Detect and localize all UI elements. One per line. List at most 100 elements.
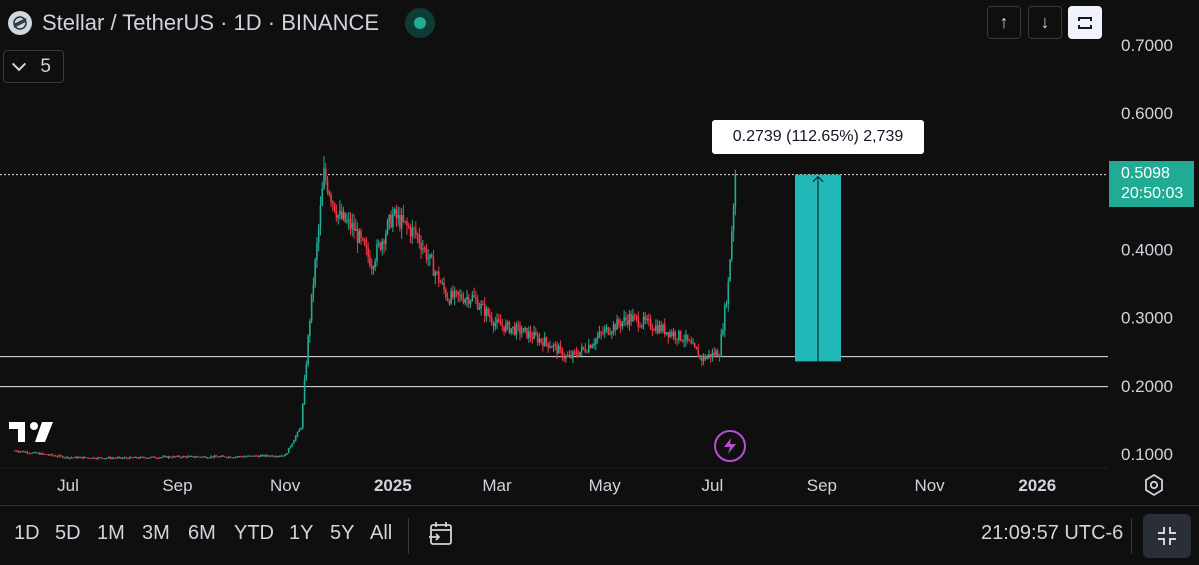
- candle-body: [561, 348, 564, 358]
- candle-body: [550, 346, 553, 348]
- chart-header: Stellar / TetherUS · 1D · BINANCE: [8, 8, 436, 38]
- market-status-icon[interactable]: [405, 8, 436, 38]
- candle-body: [347, 219, 350, 221]
- candle-body: [166, 456, 168, 458]
- candle-body: [328, 191, 331, 195]
- candle-body: [681, 340, 684, 342]
- candle-body: [598, 332, 601, 337]
- candle-body: [566, 355, 569, 357]
- time-tick-label: Nov: [914, 476, 945, 495]
- candle-body: [181, 456, 184, 458]
- candle-body: [393, 209, 396, 214]
- candle-body: [520, 332, 523, 334]
- chart-area[interactable]: 0.7000 0.6000 0.4000 0.3000 0.2000 0.1000 Jul S…: [0, 0, 1199, 505]
- exit-fullscreen-button[interactable]: [1143, 514, 1191, 558]
- candle-body: [429, 254, 431, 258]
- range-all-button[interactable]: All: [370, 522, 393, 544]
- candle-body: [268, 455, 271, 457]
- candle-body: [151, 456, 154, 458]
- event-lightning-icon[interactable]: [714, 430, 746, 462]
- range-5y-button[interactable]: 5Y: [330, 522, 355, 544]
- candle-body: [91, 457, 94, 459]
- candle-body: [683, 340, 685, 342]
- candle-body: [723, 305, 726, 331]
- timezone-clock[interactable]: 21:09:57 UTC-6: [981, 522, 1124, 544]
- price-tick-label: 0.6000: [1121, 104, 1173, 123]
- candle-body: [354, 228, 357, 231]
- candle-body: [284, 454, 286, 457]
- candle-body: [699, 355, 701, 358]
- candle-body: [157, 457, 159, 459]
- arrow-down-icon: ↓: [1040, 12, 1050, 32]
- candle-body: [118, 457, 120, 459]
- candle-body: [180, 457, 182, 459]
- range-1m-button[interactable]: 1M: [97, 522, 125, 544]
- candle-body: [460, 294, 463, 300]
- range-5d-button[interactable]: 5D: [55, 522, 81, 544]
- tradingview-logo-icon[interactable]: [9, 420, 55, 449]
- candle-body: [425, 248, 428, 260]
- candle-body: [93, 457, 96, 459]
- candle-body: [249, 455, 251, 457]
- range-6m-button[interactable]: 6M: [188, 522, 216, 544]
- candle-body: [446, 297, 449, 301]
- candle-body: [575, 351, 578, 355]
- candle-body: [568, 354, 571, 357]
- candle-body: [635, 315, 638, 318]
- candle-body: [363, 239, 366, 245]
- candle-body: [388, 214, 391, 221]
- candle-body: [377, 242, 380, 245]
- candle-body: [676, 338, 678, 340]
- range-1d-button[interactable]: 1D: [14, 522, 40, 544]
- range-3m-button[interactable]: 3M: [142, 522, 170, 544]
- range-1y-button[interactable]: 1Y: [289, 522, 314, 544]
- candle-body: [358, 231, 361, 243]
- candle-body: [150, 456, 152, 458]
- candle-body: [370, 266, 373, 269]
- scroll-up-button[interactable]: ↑: [987, 6, 1021, 39]
- scroll-down-button[interactable]: ↓: [1028, 6, 1062, 39]
- candle-body: [505, 323, 507, 332]
- candle-body: [487, 308, 489, 316]
- time-tick-label: May: [589, 476, 622, 495]
- time-tick-label: Jul: [57, 476, 79, 495]
- candle-body: [662, 324, 664, 332]
- candle-body: [605, 327, 608, 329]
- candle-body: [467, 297, 470, 304]
- candle-body: [462, 299, 465, 303]
- candle-body: [273, 456, 276, 458]
- symbol-title[interactable]: Stellar / TetherUS · 1D · BINANCE: [42, 10, 380, 35]
- chart-mode-button[interactable]: [1068, 6, 1102, 39]
- candle-body: [316, 242, 318, 260]
- candle-body: [640, 325, 643, 327]
- go-to-date-icon[interactable]: [427, 520, 455, 548]
- candle-body: [323, 168, 325, 189]
- candle-body: [646, 318, 648, 321]
- candle-body: [351, 223, 354, 229]
- candle-body: [483, 304, 486, 316]
- candle-body: [286, 453, 288, 455]
- candle-body: [220, 455, 223, 457]
- candle-body: [609, 333, 611, 335]
- candle-body: [392, 213, 394, 228]
- candle-body: [208, 457, 211, 459]
- candle-body: [441, 282, 444, 284]
- candle-body: [395, 209, 398, 219]
- candle-body: [176, 455, 179, 457]
- candle-body: [263, 455, 265, 457]
- candle-body: [106, 458, 108, 460]
- axis-settings-icon[interactable]: [1142, 473, 1166, 497]
- price-chart[interactable]: 0.7000 0.6000 0.4000 0.3000 0.2000 0.1000 Jul S…: [0, 0, 1199, 505]
- indicators-collapse-button[interactable]: 5: [3, 50, 64, 83]
- candle-body: [104, 458, 106, 460]
- range-ytd-button[interactable]: YTD: [234, 522, 274, 544]
- candle-body: [136, 456, 138, 458]
- candle-body: [430, 254, 433, 258]
- collapse-icon: [1158, 527, 1176, 545]
- candle-body: [672, 332, 675, 336]
- candle-body: [565, 355, 567, 358]
- candle-body: [506, 321, 509, 324]
- time-tick-label: Sep: [162, 476, 192, 495]
- candle-body: [658, 324, 661, 333]
- candle-body: [173, 456, 175, 458]
